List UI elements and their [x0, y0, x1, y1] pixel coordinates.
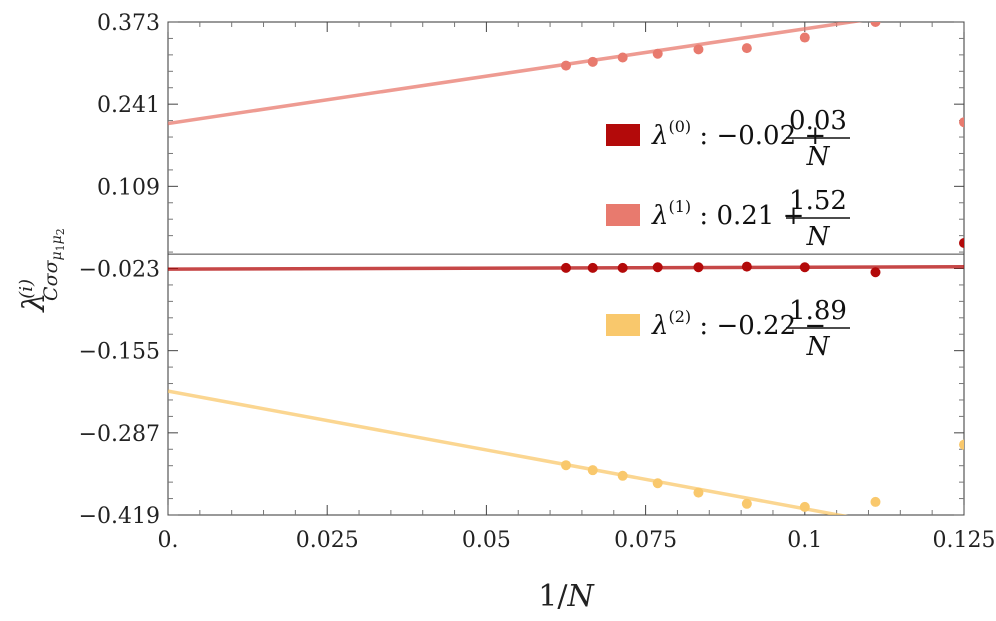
data-point: [693, 44, 704, 55]
x-tick-label: 0.1: [787, 528, 822, 553]
data-point: [652, 478, 663, 489]
y-tick-label: −0.287: [79, 422, 160, 447]
data-point: [561, 262, 571, 273]
legend-fraction-numerator: 0.03: [789, 106, 847, 136]
data-point: [799, 501, 810, 512]
legend-entry: λ(0) : −0.02 +0.03 N: [606, 106, 850, 172]
x-tick-label: 0.: [158, 528, 179, 553]
data-point: [870, 267, 881, 278]
y-tick-label: −0.419: [79, 504, 160, 529]
legend-entry: λ(1) : 0.21 +1.52 N: [606, 186, 850, 252]
data-point: [652, 48, 663, 59]
data-point: [870, 496, 881, 507]
legend-swatch: [606, 314, 640, 336]
data-point: [870, 22, 881, 27]
axis-tick-labels: 0. 0.025 0.05 0.075 0.1 0.125 0.373 0.241 0.109 −…: [79, 11, 996, 553]
data-point: [561, 60, 571, 71]
data-point: [693, 262, 704, 273]
x-tick-label: 0.125: [933, 528, 996, 553]
x-axis-title: 1/N: [538, 579, 595, 614]
legend-entry: λ(2) : −0.22 −1.89 N: [606, 296, 850, 362]
data-point: [959, 439, 964, 450]
data-point: [741, 43, 752, 54]
data-point: [617, 470, 628, 481]
data-point: [617, 52, 628, 63]
legend-fraction-denominator: N: [806, 222, 831, 252]
data-points: [561, 22, 964, 512]
y-tick-label: 0.241: [97, 93, 160, 118]
legend: λ(0) : −0.02 +0.03 Nλ(1) : 0.21 +1.52 Nλ(2…: [606, 106, 850, 362]
data-point: [959, 117, 964, 128]
x-tick-label: 0.025: [296, 528, 359, 553]
x-tick-label: 0.05: [462, 528, 511, 553]
data-point: [799, 32, 810, 43]
data-point: [617, 262, 628, 273]
legend-label: λ(0) : −0.02 +: [651, 117, 826, 151]
y-tick-label: −0.023: [79, 258, 160, 283]
data-point: [652, 262, 663, 273]
data-point: [587, 465, 598, 476]
data-point: [959, 237, 964, 248]
y-tick-label: −0.155: [79, 340, 160, 365]
legend-fraction-denominator: N: [806, 332, 831, 362]
legend-label: λ(2) : −0.22 −: [651, 307, 826, 341]
legend-fraction-numerator: 1.52: [789, 186, 847, 216]
data-point: [799, 262, 810, 273]
y-tick-label: 0.373: [97, 11, 160, 36]
legend-label: λ(1) : 0.21 +: [651, 197, 804, 231]
data-point: [587, 56, 598, 67]
legend-swatch: [606, 204, 640, 226]
legend-swatch: [606, 124, 640, 146]
x-tick-label: 0.075: [614, 528, 677, 553]
data-point: [741, 261, 752, 272]
legend-fraction-denominator: N: [806, 142, 831, 172]
data-point: [741, 498, 752, 509]
y-tick-label: 0.109: [97, 175, 160, 200]
data-point: [561, 460, 571, 471]
legend-fraction-numerator: 1.89: [789, 296, 847, 326]
data-point: [693, 487, 704, 498]
y-axis-title: λ(i) Cσσμ1μ2: [16, 228, 67, 313]
data-point: [587, 262, 598, 273]
